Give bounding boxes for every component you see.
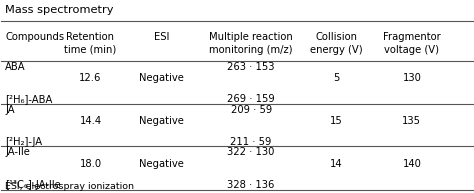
Text: [¹³C₆]-JA-Ile: [¹³C₆]-JA-Ile	[5, 180, 61, 190]
Text: Retention
time (min): Retention time (min)	[64, 32, 117, 55]
Text: 328 · 136: 328 · 136	[228, 180, 275, 190]
Text: ESI, electrospray ionization: ESI, electrospray ionization	[5, 182, 135, 191]
Text: [²H₆]-ABA: [²H₆]-ABA	[5, 94, 53, 104]
Text: 209 · 59: 209 · 59	[230, 105, 272, 114]
Text: 15: 15	[330, 116, 343, 126]
Text: Compounds: Compounds	[5, 32, 64, 42]
Text: Negative: Negative	[139, 116, 184, 126]
Text: 5: 5	[333, 73, 339, 83]
Text: Multiple reaction
monitoring (m/z): Multiple reaction monitoring (m/z)	[210, 32, 293, 55]
Text: ESI: ESI	[154, 32, 169, 42]
Text: Fragmentor
voltage (V): Fragmentor voltage (V)	[383, 32, 441, 55]
Text: 322 · 130: 322 · 130	[228, 147, 275, 157]
Text: 18.0: 18.0	[80, 159, 101, 169]
Text: 12.6: 12.6	[79, 73, 102, 83]
Text: Negative: Negative	[139, 73, 184, 83]
Text: Mass spectrometry: Mass spectrometry	[5, 5, 114, 15]
Text: 14.4: 14.4	[80, 116, 101, 126]
Text: 130: 130	[402, 73, 421, 83]
Text: Negative: Negative	[139, 159, 184, 169]
Text: 269 · 159: 269 · 159	[228, 94, 275, 104]
Text: JA-Ile: JA-Ile	[5, 147, 30, 157]
Text: [²H₂]-JA: [²H₂]-JA	[5, 137, 43, 147]
Text: 263 · 153: 263 · 153	[228, 62, 275, 72]
Text: Collision
energy (V): Collision energy (V)	[310, 32, 363, 55]
Text: 140: 140	[402, 159, 421, 169]
Text: 14: 14	[330, 159, 343, 169]
Text: 211 · 59: 211 · 59	[230, 137, 272, 147]
Text: 135: 135	[402, 116, 421, 126]
Text: JA: JA	[5, 105, 15, 114]
Text: ABA: ABA	[5, 62, 26, 72]
